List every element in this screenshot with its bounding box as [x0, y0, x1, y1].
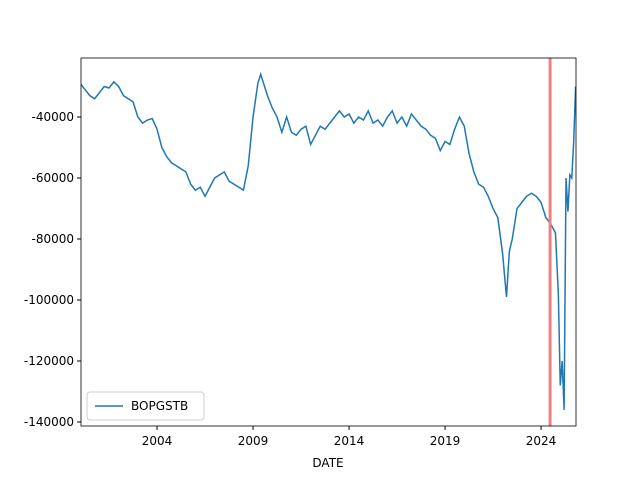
x-tick-label: 2024	[526, 434, 557, 448]
y-tick-label: -80000	[31, 232, 74, 246]
y-tick-label: -120000	[24, 354, 74, 368]
data-line	[81, 71, 576, 410]
legend-label: BOPGSTB	[131, 399, 188, 413]
x-tick-label: 2019	[430, 434, 461, 448]
x-tick-label: 2004	[142, 434, 173, 448]
legend-box	[86, 391, 205, 421]
y-tick-label: -140000	[24, 415, 74, 429]
x-axis-label: DATE	[312, 456, 343, 470]
y-tick-label: -40000	[31, 110, 74, 124]
x-tick-label: 2009	[238, 434, 269, 448]
x-tick-label: 2014	[334, 434, 365, 448]
y-tick-label: -60000	[31, 171, 74, 185]
plot-frame	[80, 57, 577, 427]
y-tick-label: -100000	[24, 293, 74, 307]
